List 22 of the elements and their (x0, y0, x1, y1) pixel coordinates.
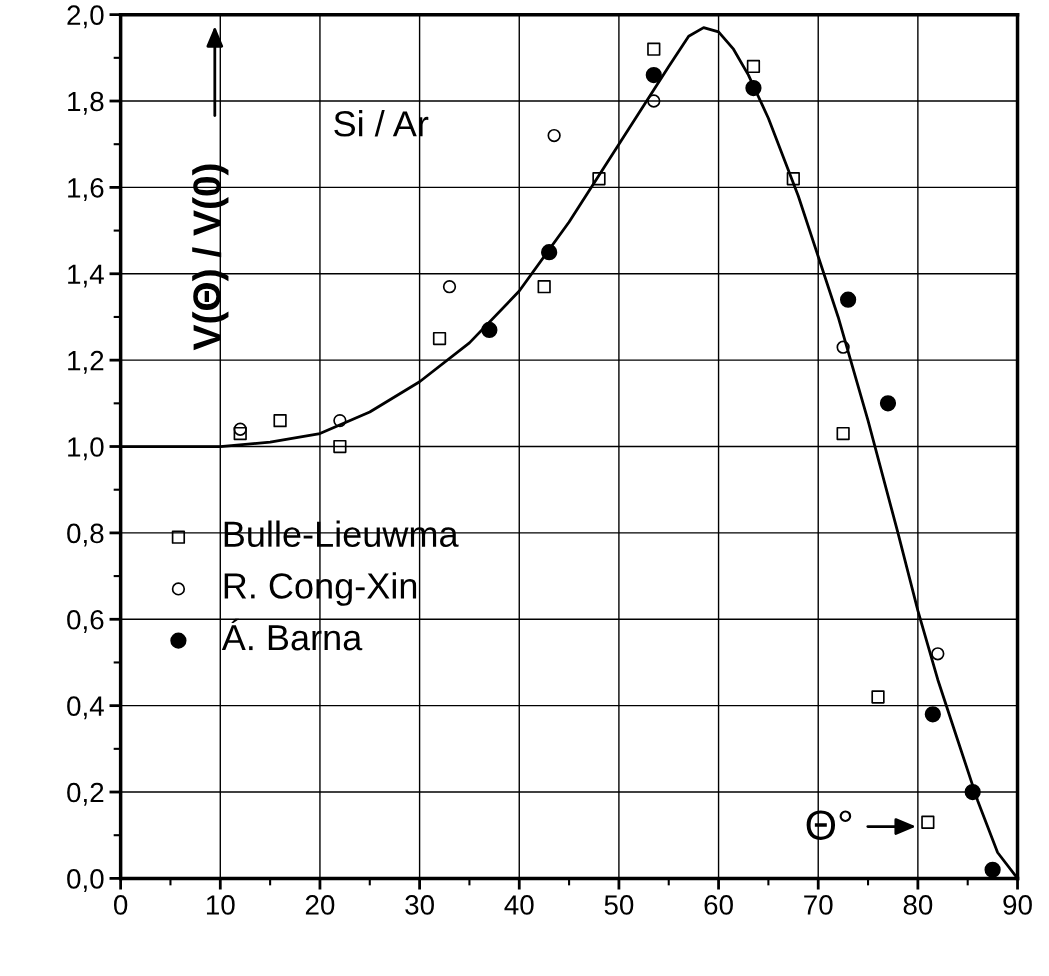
y-tick-label: 1,0 (68, 437, 104, 461)
x-tick-label: 60 (704, 895, 733, 915)
x-tick-label: 90 (1003, 895, 1032, 915)
y-tick-label: 0,2 (67, 782, 104, 806)
y-tick-label: 2,0 (67, 5, 104, 29)
x-tick-label: 0 (114, 895, 128, 915)
x-tick-label: 30 (405, 895, 434, 915)
x-tick-label: 70 (804, 895, 833, 915)
y-axis-title: V(Θ) / V(0) (192, 164, 229, 351)
y-tick-label: 1,4 (68, 264, 104, 288)
y-tick-label: 1,2 (68, 350, 104, 374)
x-tick-label: 80 (903, 895, 933, 915)
x-tick-label: 40 (504, 895, 534, 915)
x-tick-label: 20 (305, 895, 335, 915)
y-tick-label: 0,6 (67, 609, 104, 633)
x-tick-label: 50 (604, 895, 634, 915)
y-tick-label: 1,6 (68, 178, 104, 202)
y-tick-label: 0,0 (67, 869, 104, 893)
y-tick-label: 0,8 (67, 523, 104, 547)
y-tick-label: 0,4 (67, 696, 104, 720)
x-tick-label: 10 (206, 895, 235, 915)
y-tick-label: 1,8 (68, 91, 104, 115)
